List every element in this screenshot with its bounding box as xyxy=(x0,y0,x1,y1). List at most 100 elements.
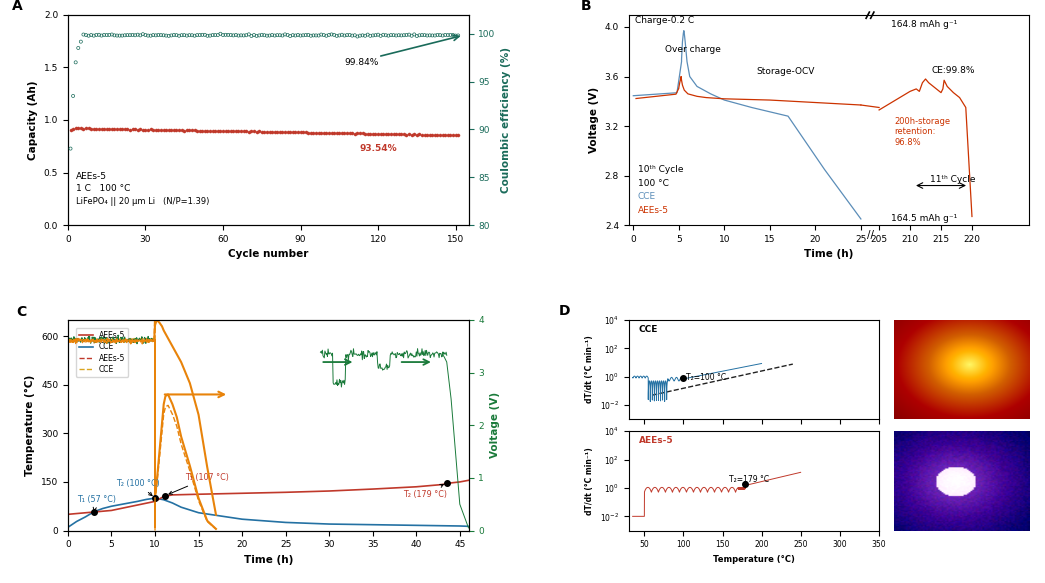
Point xyxy=(409,130,425,139)
Text: T₂ (179 °C): T₂ (179 °C) xyxy=(403,484,447,498)
Point xyxy=(225,31,241,40)
Text: CCE: CCE xyxy=(637,192,656,201)
Point xyxy=(256,127,273,136)
Point xyxy=(132,125,148,134)
Point xyxy=(256,30,273,40)
Point xyxy=(298,128,315,137)
Text: T₁ (107 °C): T₁ (107 °C) xyxy=(169,473,229,494)
Y-axis label: dT/dt (°C min⁻¹): dT/dt (°C min⁻¹) xyxy=(585,336,595,403)
Text: 1 C   100 °C: 1 C 100 °C xyxy=(75,184,130,194)
Point xyxy=(342,128,358,138)
Point xyxy=(251,31,268,40)
Point xyxy=(349,32,366,41)
Text: 99.84%: 99.84% xyxy=(345,58,379,67)
Point xyxy=(316,30,332,40)
Point xyxy=(170,125,187,135)
Text: 93.54%: 93.54% xyxy=(359,145,397,153)
Point xyxy=(204,30,220,40)
Point xyxy=(419,31,436,40)
Point xyxy=(354,128,371,138)
Point xyxy=(339,30,355,40)
Point xyxy=(424,130,441,139)
Point xyxy=(88,30,104,40)
Point xyxy=(196,30,213,40)
Point xyxy=(225,127,241,136)
Point xyxy=(96,125,113,134)
Point xyxy=(429,30,446,40)
Point xyxy=(163,31,180,40)
Point xyxy=(396,30,413,40)
Point xyxy=(126,125,143,134)
Text: 10ᵗʰ Cycle: 10ᵗʰ Cycle xyxy=(637,165,683,174)
Point xyxy=(150,125,167,134)
Point xyxy=(356,129,373,138)
Y-axis label: Temperature (°C): Temperature (°C) xyxy=(25,375,36,476)
Point xyxy=(191,30,208,40)
Point xyxy=(101,124,118,134)
Point xyxy=(62,125,78,134)
Point xyxy=(62,144,78,153)
Point xyxy=(272,127,288,136)
Point xyxy=(277,30,294,39)
Point xyxy=(160,125,177,135)
Text: T₂=100 °C: T₂=100 °C xyxy=(686,373,726,382)
Point xyxy=(269,30,285,40)
Point xyxy=(411,31,427,40)
Point xyxy=(289,30,306,40)
Point xyxy=(80,31,97,40)
Point xyxy=(416,130,433,139)
Point xyxy=(184,125,201,135)
Point xyxy=(405,129,422,139)
Point xyxy=(377,30,394,40)
Point xyxy=(204,126,220,135)
Point xyxy=(179,126,195,135)
Point xyxy=(279,128,296,137)
Point xyxy=(370,30,387,40)
Point xyxy=(421,31,438,40)
Point xyxy=(214,30,231,40)
Point xyxy=(77,30,94,40)
Point xyxy=(65,124,82,133)
Point xyxy=(305,128,322,138)
Point xyxy=(328,31,345,40)
Point xyxy=(302,128,319,137)
Y-axis label: Voltage (V): Voltage (V) xyxy=(589,87,599,153)
Point xyxy=(367,129,384,138)
Point xyxy=(230,31,247,40)
Point xyxy=(200,31,216,40)
Point xyxy=(173,30,190,40)
Point xyxy=(287,128,304,137)
Point xyxy=(75,124,92,133)
Point xyxy=(219,30,236,40)
Point xyxy=(86,124,102,134)
Point xyxy=(442,131,459,140)
Point xyxy=(328,128,345,138)
Text: C: C xyxy=(16,305,26,319)
Point xyxy=(435,130,451,139)
Point xyxy=(235,31,252,40)
Point xyxy=(419,130,436,139)
Point xyxy=(209,30,226,40)
Point xyxy=(196,126,213,135)
Point xyxy=(83,30,99,40)
Point xyxy=(184,30,201,40)
Point xyxy=(321,128,338,138)
Point xyxy=(233,31,250,40)
Point xyxy=(202,126,218,135)
Point xyxy=(249,31,265,41)
Point xyxy=(339,128,355,138)
Point xyxy=(411,129,427,139)
Point xyxy=(305,31,322,40)
Point xyxy=(173,125,190,135)
Point xyxy=(344,129,361,138)
Point xyxy=(107,124,123,134)
Point xyxy=(416,30,433,40)
Text: 164.8 mAh g⁻¹: 164.8 mAh g⁻¹ xyxy=(891,20,957,29)
Point xyxy=(137,30,154,40)
Point xyxy=(344,31,361,40)
Point xyxy=(212,126,229,135)
Point xyxy=(349,129,366,138)
Point xyxy=(140,31,157,40)
Point xyxy=(347,129,364,138)
Point xyxy=(284,128,301,137)
